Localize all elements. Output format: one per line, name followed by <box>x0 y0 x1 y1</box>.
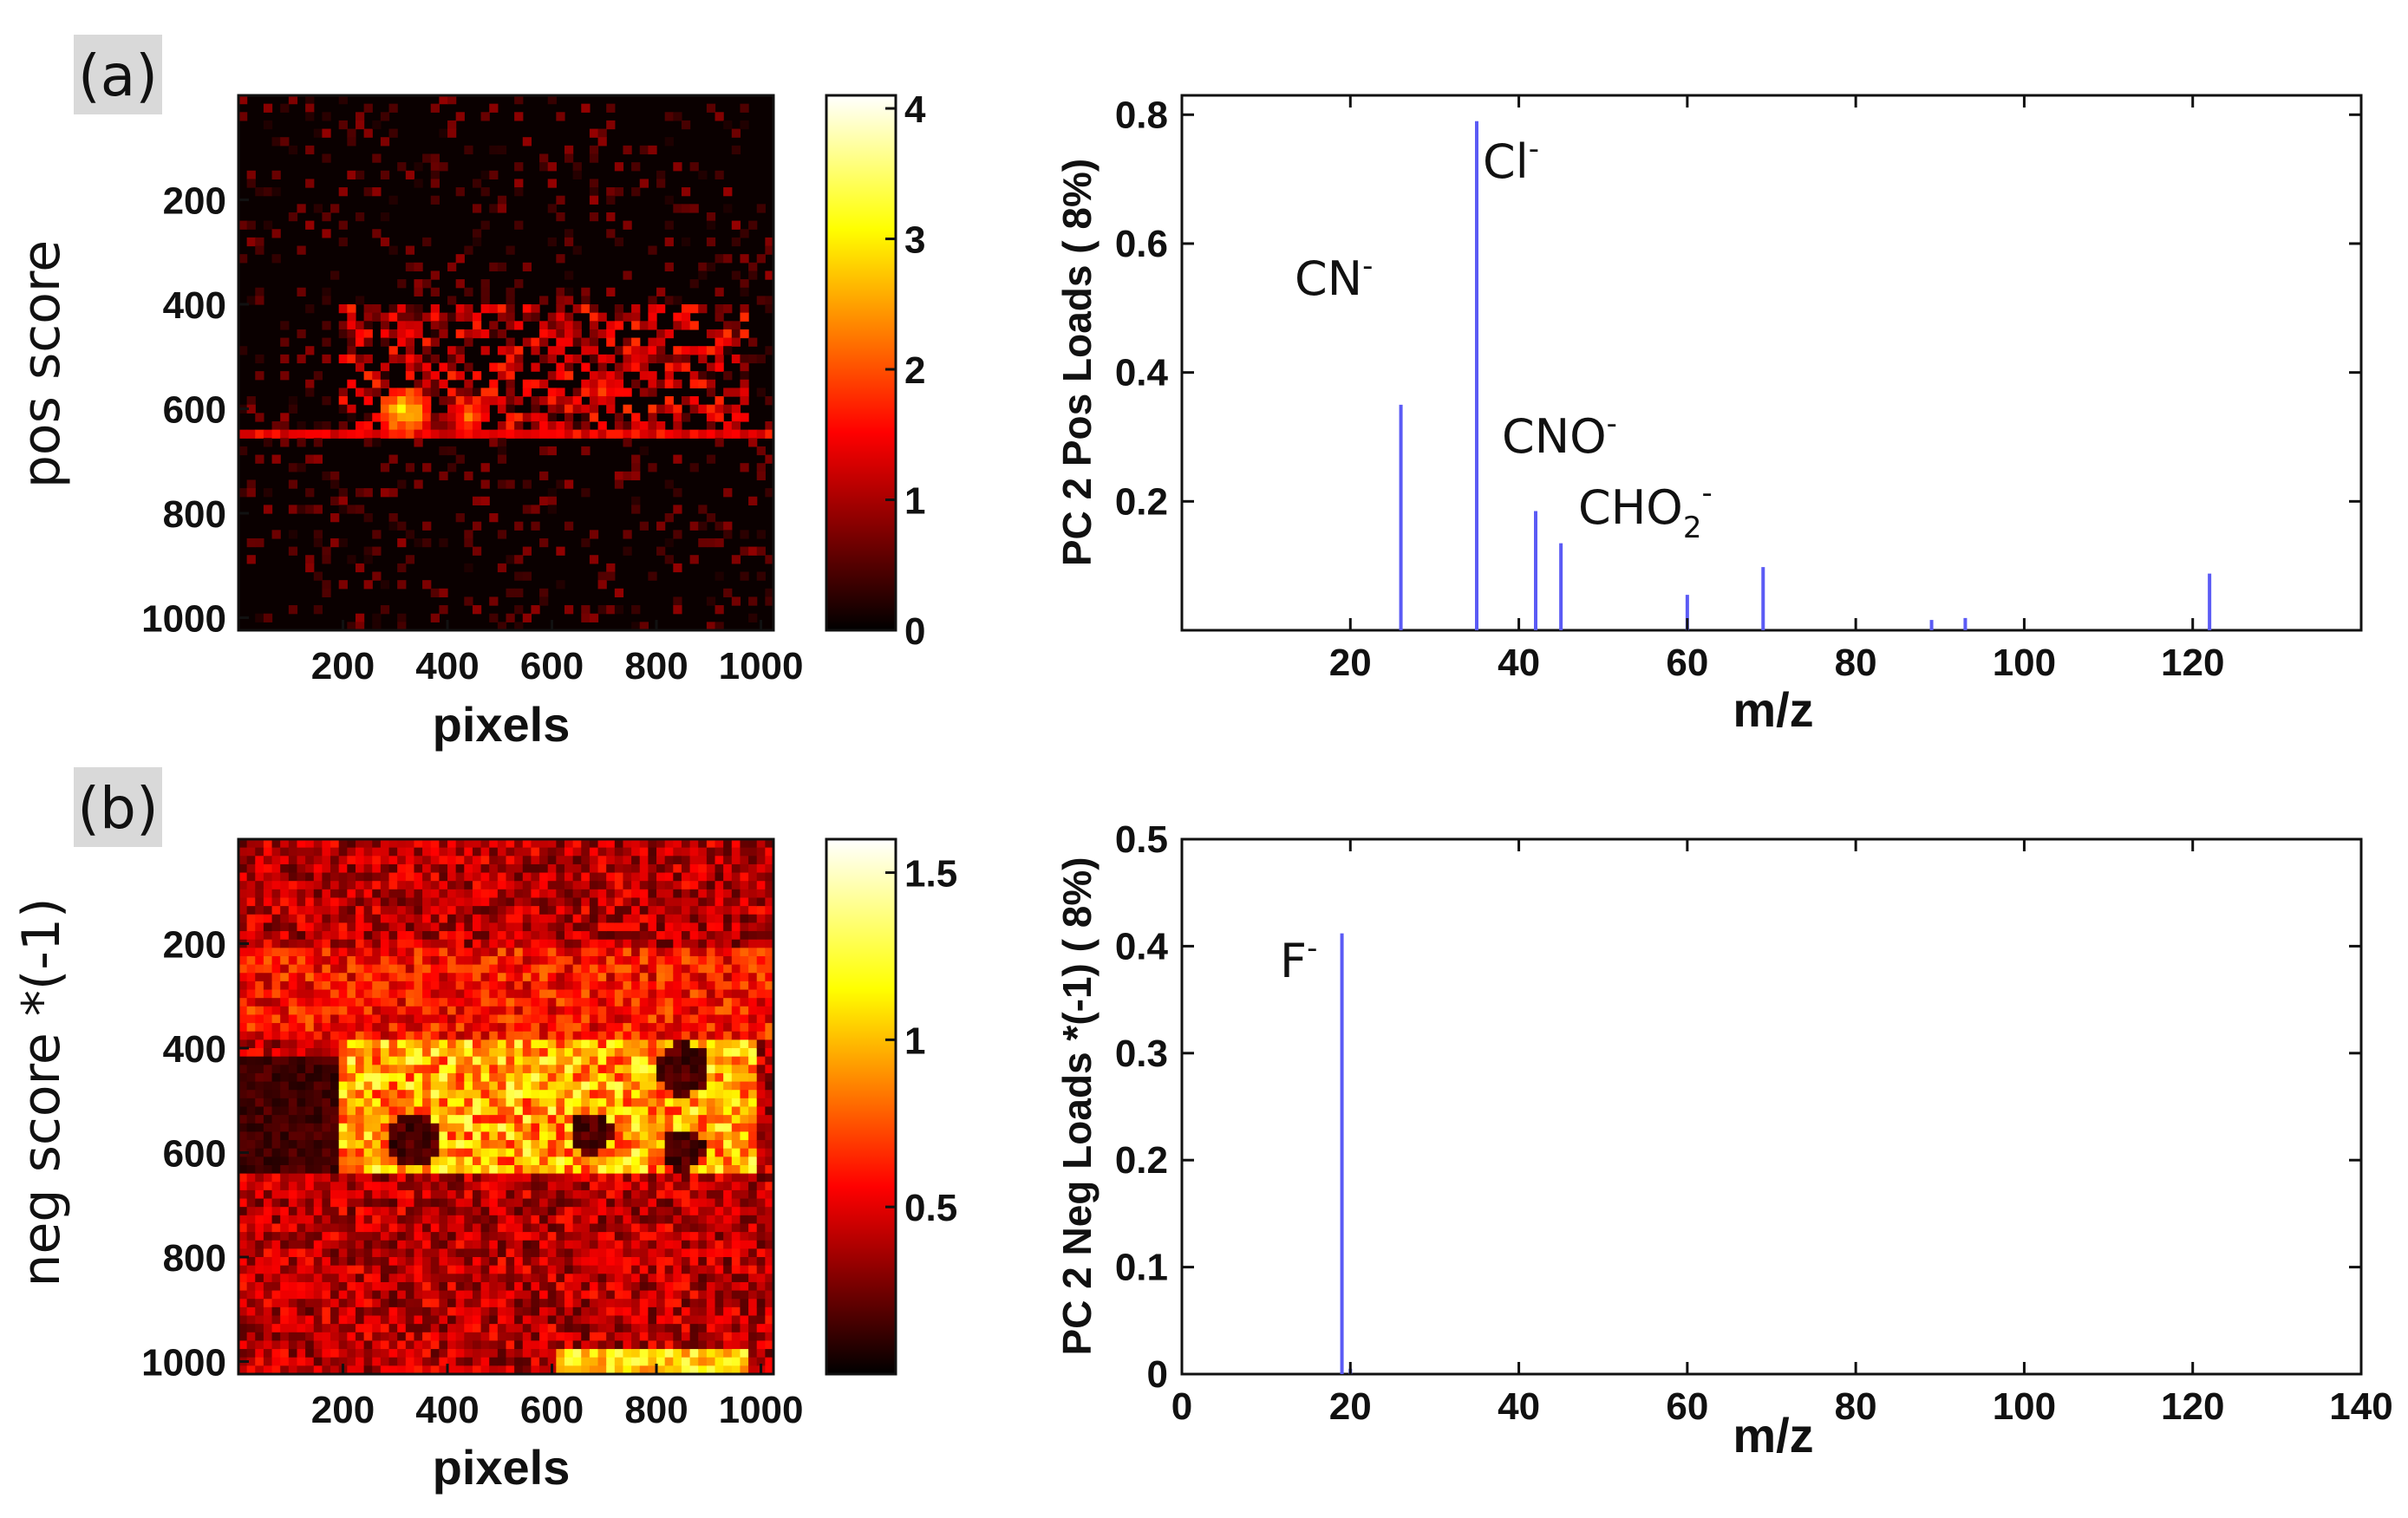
pos-score-pixels <box>238 95 774 631</box>
neg-score-x-label: pixels <box>433 1440 571 1495</box>
pos-score-x-tick-label: 200 <box>311 645 375 687</box>
neg-score-y-tick-label: 800 <box>163 1237 226 1280</box>
pos-score-x-label: pixels <box>433 697 571 752</box>
pos-score-x-tick-label: 800 <box>624 645 688 687</box>
pos-loads-y-tick-label: 0.8 <box>1115 94 1168 136</box>
pos-score-cbar-tick-label: 3 <box>904 219 925 262</box>
neg-score-pixels <box>238 839 774 1375</box>
neg-loads-x-tick-label: 140 <box>2329 1385 2392 1428</box>
neg-loads-x-tick-label: 0 <box>1171 1385 1192 1428</box>
pos-score-y-tick-label: 1000 <box>141 598 226 641</box>
neg-score-y-tick-label: 400 <box>163 1028 226 1071</box>
neg-score-y-ticks: 200 400 600 800 1000 <box>141 924 249 1384</box>
neg-loads-y-tick-label: 0.5 <box>1115 818 1168 861</box>
neg-score-x-ticks: 200 400 600 800 1000 <box>311 1364 804 1431</box>
pos-score-x-tick-label: 400 <box>415 645 479 687</box>
pos-loads-x-tick-label: 60 <box>1666 642 1708 684</box>
pos-loads-x-tick-label: 80 <box>1835 642 1877 684</box>
neg-loads-y-label: PC 2 Neg Loads *(-1) ( 8%) <box>1054 857 1100 1355</box>
pos-loads-y-tick-label: 0.4 <box>1115 352 1169 394</box>
peak-label-cn: CN- <box>1295 249 1373 306</box>
pos-score-colorbar: 0 1 2 3 4 <box>825 88 926 653</box>
pos-loads-x-tick-label: 100 <box>1993 642 2056 684</box>
pos-score-x-tick-label: 600 <box>520 645 584 687</box>
pos-loads-peaks <box>1399 121 2212 630</box>
neg-loads-x-label: m/z <box>1733 1408 1813 1463</box>
pos-score-y-tick-label: 800 <box>163 493 226 536</box>
pos-score-y-tick-label: 400 <box>163 284 226 327</box>
panel-b-label: (b) <box>77 775 158 842</box>
neg-score-y-tick-label: 1000 <box>141 1342 226 1384</box>
pos-score-cbar-tick-label: 4 <box>904 88 926 131</box>
pos-score-cbar-tick-label: 0 <box>904 610 925 653</box>
neg-loads-y-ticks: 0 0.1 0.2 0.3 0.4 0.5 <box>1115 818 2361 1396</box>
pos-loads-x-tick-label: 120 <box>2161 642 2224 684</box>
pos-loads-y-label: PC 2 Pos Loads ( 8%) <box>1054 159 1100 566</box>
neg-loads-y-tick-label: 0.4 <box>1115 925 1169 967</box>
neg-score-x-tick-label: 1000 <box>719 1389 804 1431</box>
neg-score-cbar-tick-label: 1 <box>904 1020 925 1062</box>
peak-label-cno: CNO- <box>1502 407 1617 464</box>
peak-label-f: F- <box>1280 931 1317 988</box>
neg-loads-y-tick-label: 0 <box>1147 1353 1168 1396</box>
neg-loads-y-tick-label: 0.2 <box>1115 1139 1168 1182</box>
panel-a-tag: (a) <box>74 35 162 114</box>
pos-score-y-tick-label: 200 <box>163 180 226 223</box>
neg-loads-x-tick-label: 120 <box>2161 1385 2224 1428</box>
neg-score-y-tick-label: 600 <box>163 1133 226 1176</box>
pos-score-y-ticks: 200 400 600 800 1000 <box>141 180 249 641</box>
neg-score-colorbar-ticks: 0.5 1 1.5 <box>885 853 957 1229</box>
neg-score-colorbar: 0.5 1 1.5 <box>825 837 957 1376</box>
pos-score-colorbar-ticks: 0 1 2 3 4 <box>885 88 926 653</box>
neg-score-cbar-tick-label: 1.5 <box>904 853 957 896</box>
neg-score-x-tick-label: 200 <box>311 1389 375 1431</box>
neg-score-x-tick-label: 600 <box>520 1389 584 1431</box>
pos-loads-x-ticks: 20 40 60 80 100 120 <box>1329 95 2224 684</box>
peak-label-cl: Cl- <box>1483 132 1539 189</box>
neg-loads-x-ticks: 0 20 40 60 80 100 120 140 <box>1171 839 2393 1428</box>
neg-loads-x-tick-label: 20 <box>1329 1385 1372 1428</box>
pos-score-cbar-tick-label: 1 <box>904 480 925 523</box>
pos-loads-x-label: m/z <box>1733 682 1813 737</box>
pos-loads-y-ticks: 0.2 0.4 0.6 0.8 <box>1115 94 2361 523</box>
pos-loads-x-tick-label: 40 <box>1498 642 1540 684</box>
neg-score-y-tick-label: 200 <box>163 924 226 967</box>
pos-score-x-ticks: 200 400 600 800 1000 <box>311 620 804 687</box>
neg-score-y-label: neg score *(-1) <box>11 897 72 1287</box>
neg-loads-y-tick-label: 0.3 <box>1115 1033 1168 1075</box>
neg-score-x-tick-label: 800 <box>624 1389 688 1431</box>
neg-loads-spectrum: 0 20 40 60 80 100 120 140 00.10.20.30.40.5 m/z … <box>1054 818 2393 1463</box>
neg-score-heatmap: 200 400 600 800 1000 200 400 600 800 1000 pixels… <box>11 837 804 1495</box>
peak-label-cho2: CHO2- <box>1578 476 1713 545</box>
pos-loads-y-tick-label: 0.2 <box>1115 480 1168 523</box>
panel-a-label: (a) <box>78 42 158 109</box>
neg-loads-x-tick-label: 100 <box>1993 1385 2056 1428</box>
pos-score-heatmap: 200 400 600 800 1000 200 400 600 800 1000 pixels… <box>11 94 804 752</box>
neg-loads-x-tick-label: 40 <box>1498 1385 1540 1428</box>
pos-score-x-tick-label: 1000 <box>719 645 804 687</box>
pos-loads-spectrum: 20 40 60 80 100 120 0.2 0.4 0.6 0.8 m/z PC 2 Pos… <box>1054 94 2363 737</box>
neg-score-cbar-tick-label: 0.5 <box>904 1187 957 1229</box>
neg-loads-y-tick-label: 0.1 <box>1115 1247 1168 1289</box>
pos-score-y-label: pos score <box>11 240 72 488</box>
neg-score-x-tick-label: 400 <box>415 1389 479 1431</box>
pos-loads-x-tick-label: 20 <box>1329 642 1372 684</box>
pos-score-y-tick-label: 600 <box>163 389 226 432</box>
neg-loads-x-tick-label: 60 <box>1666 1385 1708 1428</box>
pos-loads-y-tick-label: 0.6 <box>1115 223 1168 265</box>
panel-b-tag: (b) <box>74 767 162 847</box>
neg-loads-x-tick-label: 80 <box>1835 1385 1877 1428</box>
pos-score-cbar-tick-label: 2 <box>904 349 925 392</box>
